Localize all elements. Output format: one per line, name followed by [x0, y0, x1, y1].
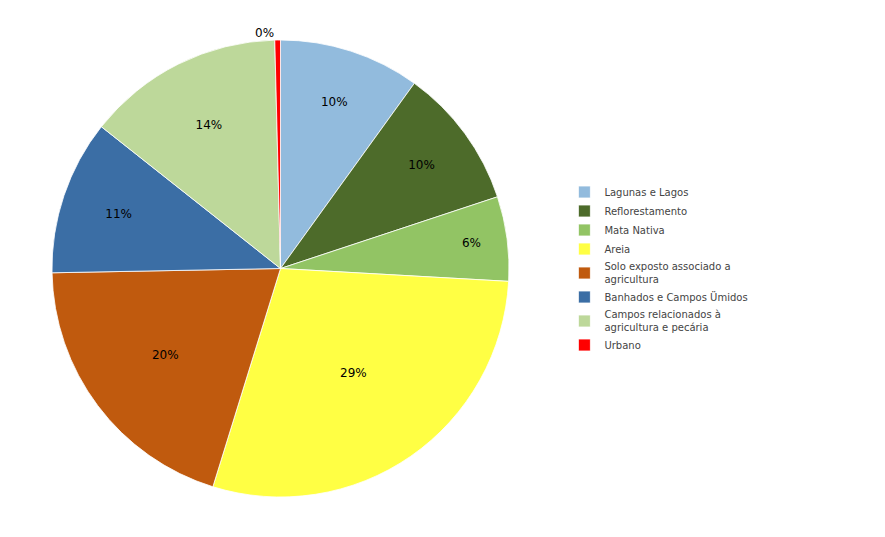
svg-text:10%: 10%: [408, 158, 435, 172]
svg-text:10%: 10%: [321, 95, 348, 109]
svg-text:14%: 14%: [195, 118, 222, 132]
svg-text:Campos relacionados àagricultu: Campos relacionados àagricultura e pecár…: [604, 309, 721, 333]
svg-text:Urbano: Urbano: [604, 340, 640, 351]
svg-text:11%: 11%: [105, 207, 132, 221]
svg-text:6%: 6%: [462, 236, 481, 250]
svg-text:Mata Nativa: Mata Nativa: [604, 225, 664, 236]
svg-text:Areia: Areia: [604, 244, 630, 255]
svg-text:Banhados e Campos Ümidos: Banhados e Campos Ümidos: [604, 291, 747, 303]
svg-text:20%: 20%: [152, 348, 179, 362]
svg-text:0%: 0%: [255, 26, 274, 40]
svg-text:29%: 29%: [340, 366, 367, 380]
svg-text:Reflorestamento: Reflorestamento: [604, 206, 687, 217]
svg-text:Solo exposto associado aagricu: Solo exposto associado aagricultura: [604, 261, 730, 285]
svg-text:Lagunas e Lagos: Lagunas e Lagos: [604, 187, 688, 198]
